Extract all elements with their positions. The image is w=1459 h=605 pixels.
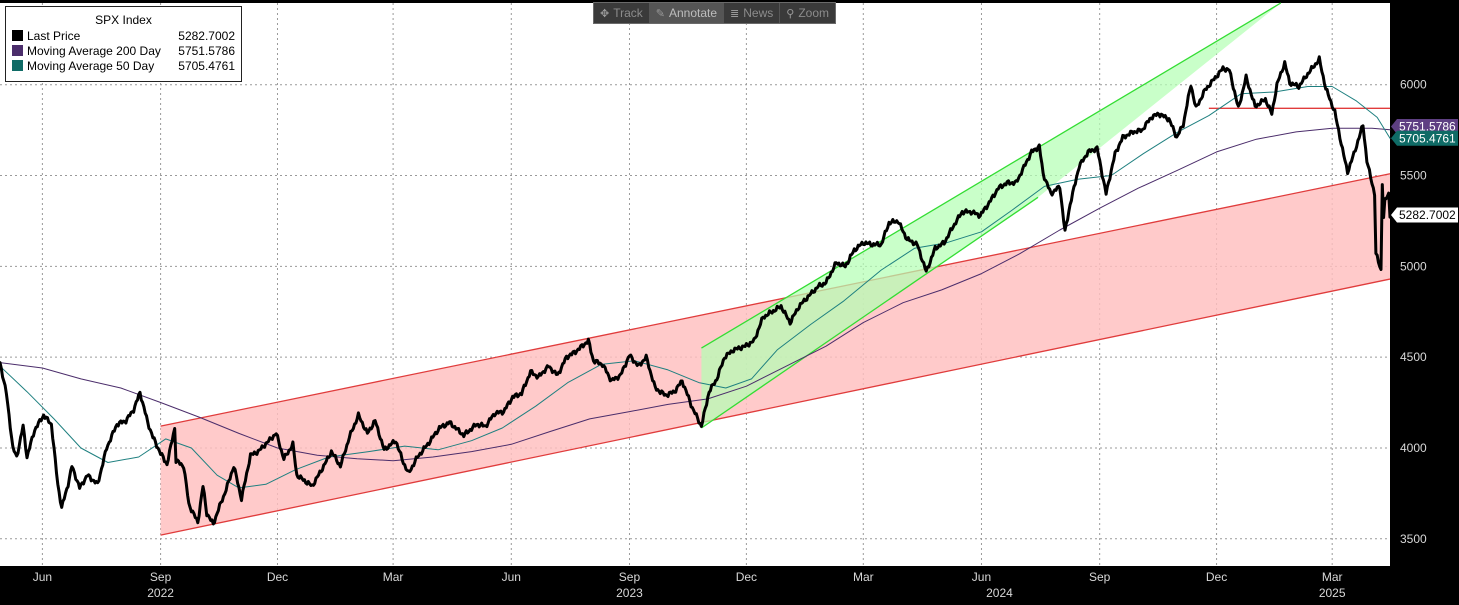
x-tick-label-month: Mar: [853, 570, 874, 584]
red-channel-lower-line: [160, 278, 1391, 536]
y-tick-label: 5500: [1400, 169, 1427, 183]
x-tick-label-month: Jun: [33, 570, 52, 584]
x-tick-label-year: 2025: [1319, 586, 1346, 600]
series-last-price: [0, 55, 1392, 526]
series-ma-50: [0, 86, 1391, 489]
legend-swatch: [12, 30, 23, 41]
zoom-button[interactable]: ⚲ Zoom: [786, 6, 830, 20]
price-badge: 5705.4761: [1391, 130, 1458, 146]
chart-toolbar: ✥ Track ✎ Annotate ≣ News ⚲ Zoom: [593, 2, 837, 24]
legend-entry-ma50[interactable]: Moving Average 50 Day 5705.4761: [6, 58, 241, 73]
legend-entry-last-price[interactable]: Last Price 5282.7002: [6, 28, 241, 43]
green-channel-upper-line: [701, 2, 1282, 349]
x-tick-label-month: Dec: [267, 570, 288, 584]
price-badge-bg: [1391, 207, 1458, 223]
legend-swatch: [12, 45, 23, 56]
price-badge-bg: [1391, 118, 1458, 134]
crosshair-icon: ✥: [600, 7, 610, 20]
track-button[interactable]: ✥ Track: [594, 3, 650, 23]
x-tick-label-month: Sep: [619, 570, 641, 584]
price-badge-bg: [1391, 130, 1458, 146]
x-tick-label-month: Mar: [383, 570, 404, 584]
legend-swatch: [12, 60, 23, 71]
legend-entry-ma200[interactable]: Moving Average 200 Day 5751.5786: [6, 43, 241, 58]
red-channel-upper-line: [160, 173, 1391, 427]
y-tick-label: 4500: [1400, 350, 1427, 364]
y-tick-label: 3500: [1400, 532, 1427, 546]
x-tick-label-year: 2024: [986, 586, 1013, 600]
green-channel-fill: [701, 3, 1281, 428]
pencil-icon: ✎: [655, 7, 665, 20]
legend-title: SPX Index: [95, 13, 152, 27]
y-tick-label: 4000: [1400, 441, 1427, 455]
green-channel-lower-line: [701, 196, 1039, 429]
magnifier-icon: ⚲: [786, 7, 795, 20]
x-tick-label-year: 2023: [616, 586, 643, 600]
price-badge-label: 5282.7002: [1399, 208, 1456, 222]
x-tick-label-month: Mar: [1322, 570, 1343, 584]
annotate-button[interactable]: ✎ Annotate: [649, 3, 725, 23]
price-badge-label: 5705.4761: [1399, 131, 1456, 145]
news-button[interactable]: ≣ News: [724, 3, 781, 23]
price-badge-label: 5751.5786: [1399, 119, 1456, 133]
chart-legend[interactable]: SPX Index Last Price 5282.7002 Moving Av…: [5, 6, 242, 82]
news-icon: ≣: [730, 7, 740, 20]
price-badge: 5751.5786: [1391, 118, 1458, 134]
x-tick-label-month: Jun: [502, 570, 521, 584]
x-tick-label-year: 2022: [147, 586, 174, 600]
x-tick-label-month: Sep: [150, 570, 172, 584]
x-tick-label-month: Dec: [1206, 570, 1227, 584]
x-tick-label-month: Sep: [1089, 570, 1111, 584]
price-badge: 5282.7002: [1391, 207, 1458, 223]
y-tick-label: 6000: [1400, 78, 1427, 92]
x-tick-label-month: Dec: [736, 570, 757, 584]
x-tick-label-month: Jun: [972, 570, 991, 584]
y-tick-label: 5000: [1400, 259, 1427, 273]
